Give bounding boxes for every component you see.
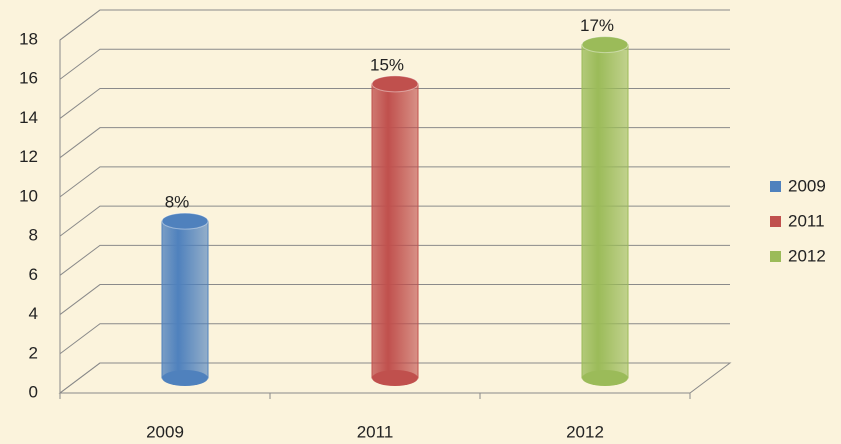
legend-swatch xyxy=(770,251,781,262)
bar xyxy=(581,44,629,379)
grid-line xyxy=(59,9,730,41)
grid-line xyxy=(59,87,730,119)
grid-line xyxy=(59,244,730,276)
legend-swatch xyxy=(770,216,781,227)
y-tick-label: 12 xyxy=(19,147,38,166)
legend-label: 2011 xyxy=(788,211,825,230)
y-tick-label: 10 xyxy=(19,186,38,205)
bar-top xyxy=(581,36,629,54)
x-tick-label: 2011 xyxy=(357,422,394,441)
y-tick-label: 6 xyxy=(29,265,38,284)
grid-line xyxy=(59,48,730,80)
y-tick-label: 4 xyxy=(29,304,38,323)
grid-line xyxy=(59,127,730,159)
value-label: 17% xyxy=(580,16,614,35)
x-tick-label: 2009 xyxy=(146,422,184,441)
grid-line xyxy=(59,205,730,237)
grid-line xyxy=(59,166,730,198)
bar xyxy=(371,83,419,379)
bar-top xyxy=(161,212,209,230)
legend-label: 2012 xyxy=(788,246,826,265)
legend-swatch xyxy=(770,181,781,192)
value-label: 15% xyxy=(370,55,404,74)
y-tick-label: 16 xyxy=(19,69,38,88)
value-label: 8% xyxy=(165,193,190,212)
y-tick-label: 14 xyxy=(19,108,38,127)
y-tick-label: 8 xyxy=(29,226,38,245)
y-tick-label: 2 xyxy=(29,343,38,362)
grid-line xyxy=(59,362,730,394)
y-tick-label: 0 xyxy=(29,382,38,401)
legend-label: 2009 xyxy=(788,176,826,195)
grid-line xyxy=(59,323,730,355)
x-tick-label: 2012 xyxy=(566,422,604,441)
y-tick-label: 18 xyxy=(19,29,38,48)
grid-line xyxy=(59,284,730,315)
bar xyxy=(161,220,209,379)
bar-top xyxy=(371,75,419,93)
